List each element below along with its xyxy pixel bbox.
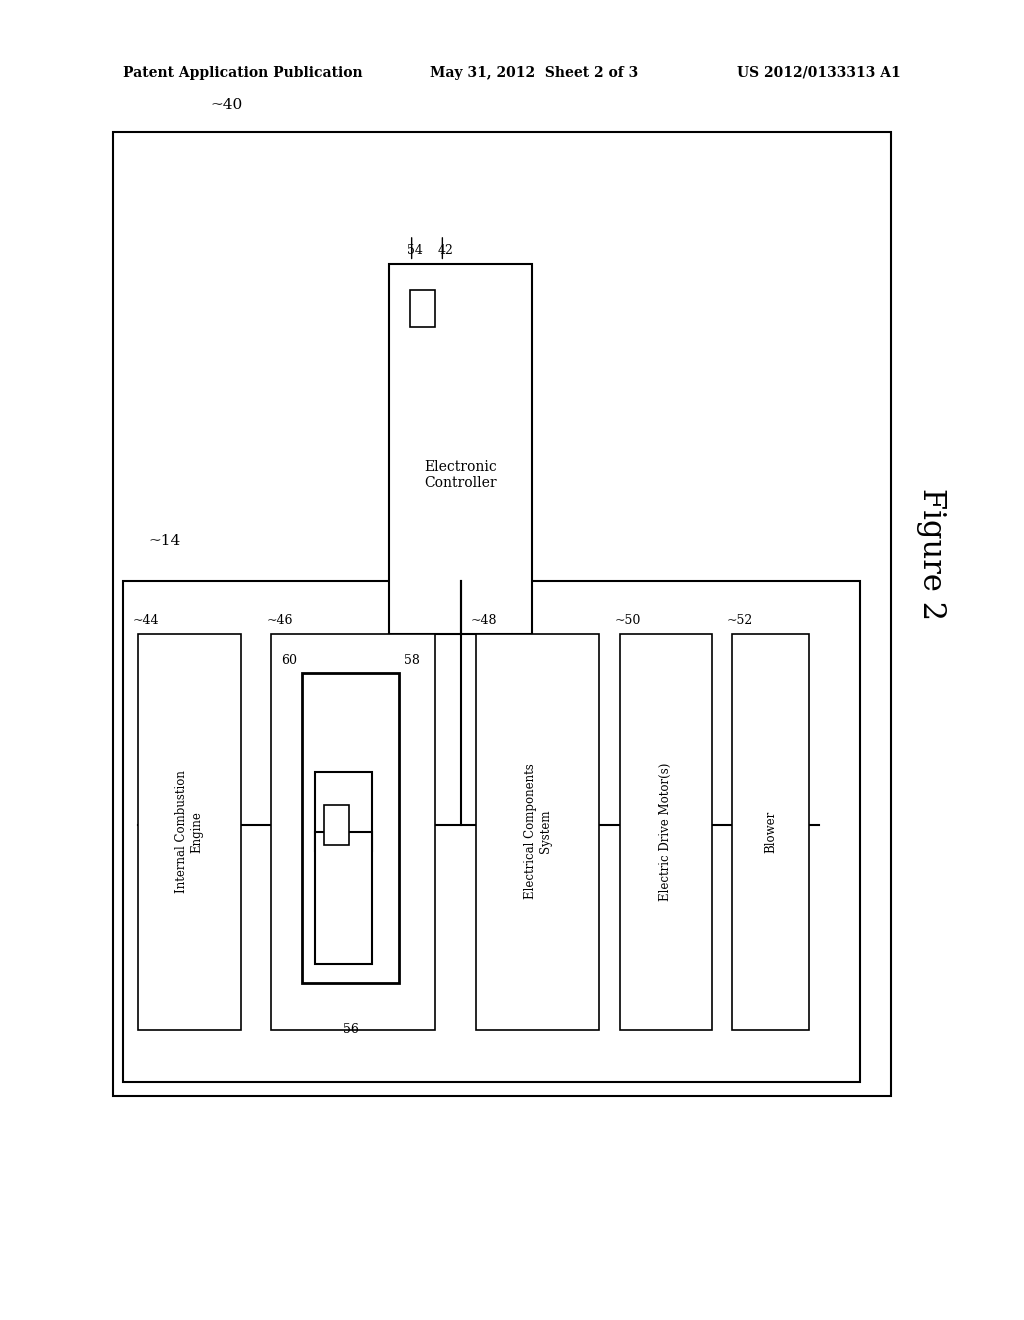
Text: Figure 2: Figure 2 xyxy=(916,488,947,620)
FancyBboxPatch shape xyxy=(324,805,349,845)
Text: Electric Drive Motor(s): Electric Drive Motor(s) xyxy=(659,763,672,900)
Text: 54: 54 xyxy=(407,244,423,257)
Text: Internal Combustion
Engine: Internal Combustion Engine xyxy=(175,770,204,894)
Text: ~48: ~48 xyxy=(471,614,498,627)
Text: Blower: Blower xyxy=(764,810,777,853)
Text: Electrical Power
Generator(s): Electrical Power Generator(s) xyxy=(339,783,368,880)
FancyBboxPatch shape xyxy=(123,581,860,1082)
Text: Patent Application Publication: Patent Application Publication xyxy=(123,66,362,79)
Text: May 31, 2012  Sheet 2 of 3: May 31, 2012 Sheet 2 of 3 xyxy=(430,66,638,79)
FancyBboxPatch shape xyxy=(315,772,372,851)
FancyBboxPatch shape xyxy=(389,264,532,634)
Text: Electronic
Controller: Electronic Controller xyxy=(424,461,498,490)
FancyBboxPatch shape xyxy=(271,634,435,1030)
FancyBboxPatch shape xyxy=(302,673,399,983)
FancyBboxPatch shape xyxy=(113,132,891,1096)
Text: ~46: ~46 xyxy=(266,614,293,627)
FancyBboxPatch shape xyxy=(732,634,809,1030)
Text: 56: 56 xyxy=(343,1023,358,1036)
Text: 42: 42 xyxy=(437,244,454,257)
Text: ~14: ~14 xyxy=(148,533,180,548)
FancyBboxPatch shape xyxy=(315,832,372,964)
Text: ~44: ~44 xyxy=(133,614,160,627)
Text: ~52: ~52 xyxy=(727,614,754,627)
FancyBboxPatch shape xyxy=(620,634,712,1030)
FancyBboxPatch shape xyxy=(476,634,599,1030)
Text: ~50: ~50 xyxy=(614,614,641,627)
Text: 58: 58 xyxy=(404,653,421,667)
Text: Electrical Components
System: Electrical Components System xyxy=(523,764,552,899)
Text: US 2012/0133313 A1: US 2012/0133313 A1 xyxy=(737,66,901,79)
Text: 60: 60 xyxy=(281,653,297,667)
FancyBboxPatch shape xyxy=(138,634,241,1030)
Text: ~40: ~40 xyxy=(210,98,242,112)
FancyBboxPatch shape xyxy=(410,290,435,327)
